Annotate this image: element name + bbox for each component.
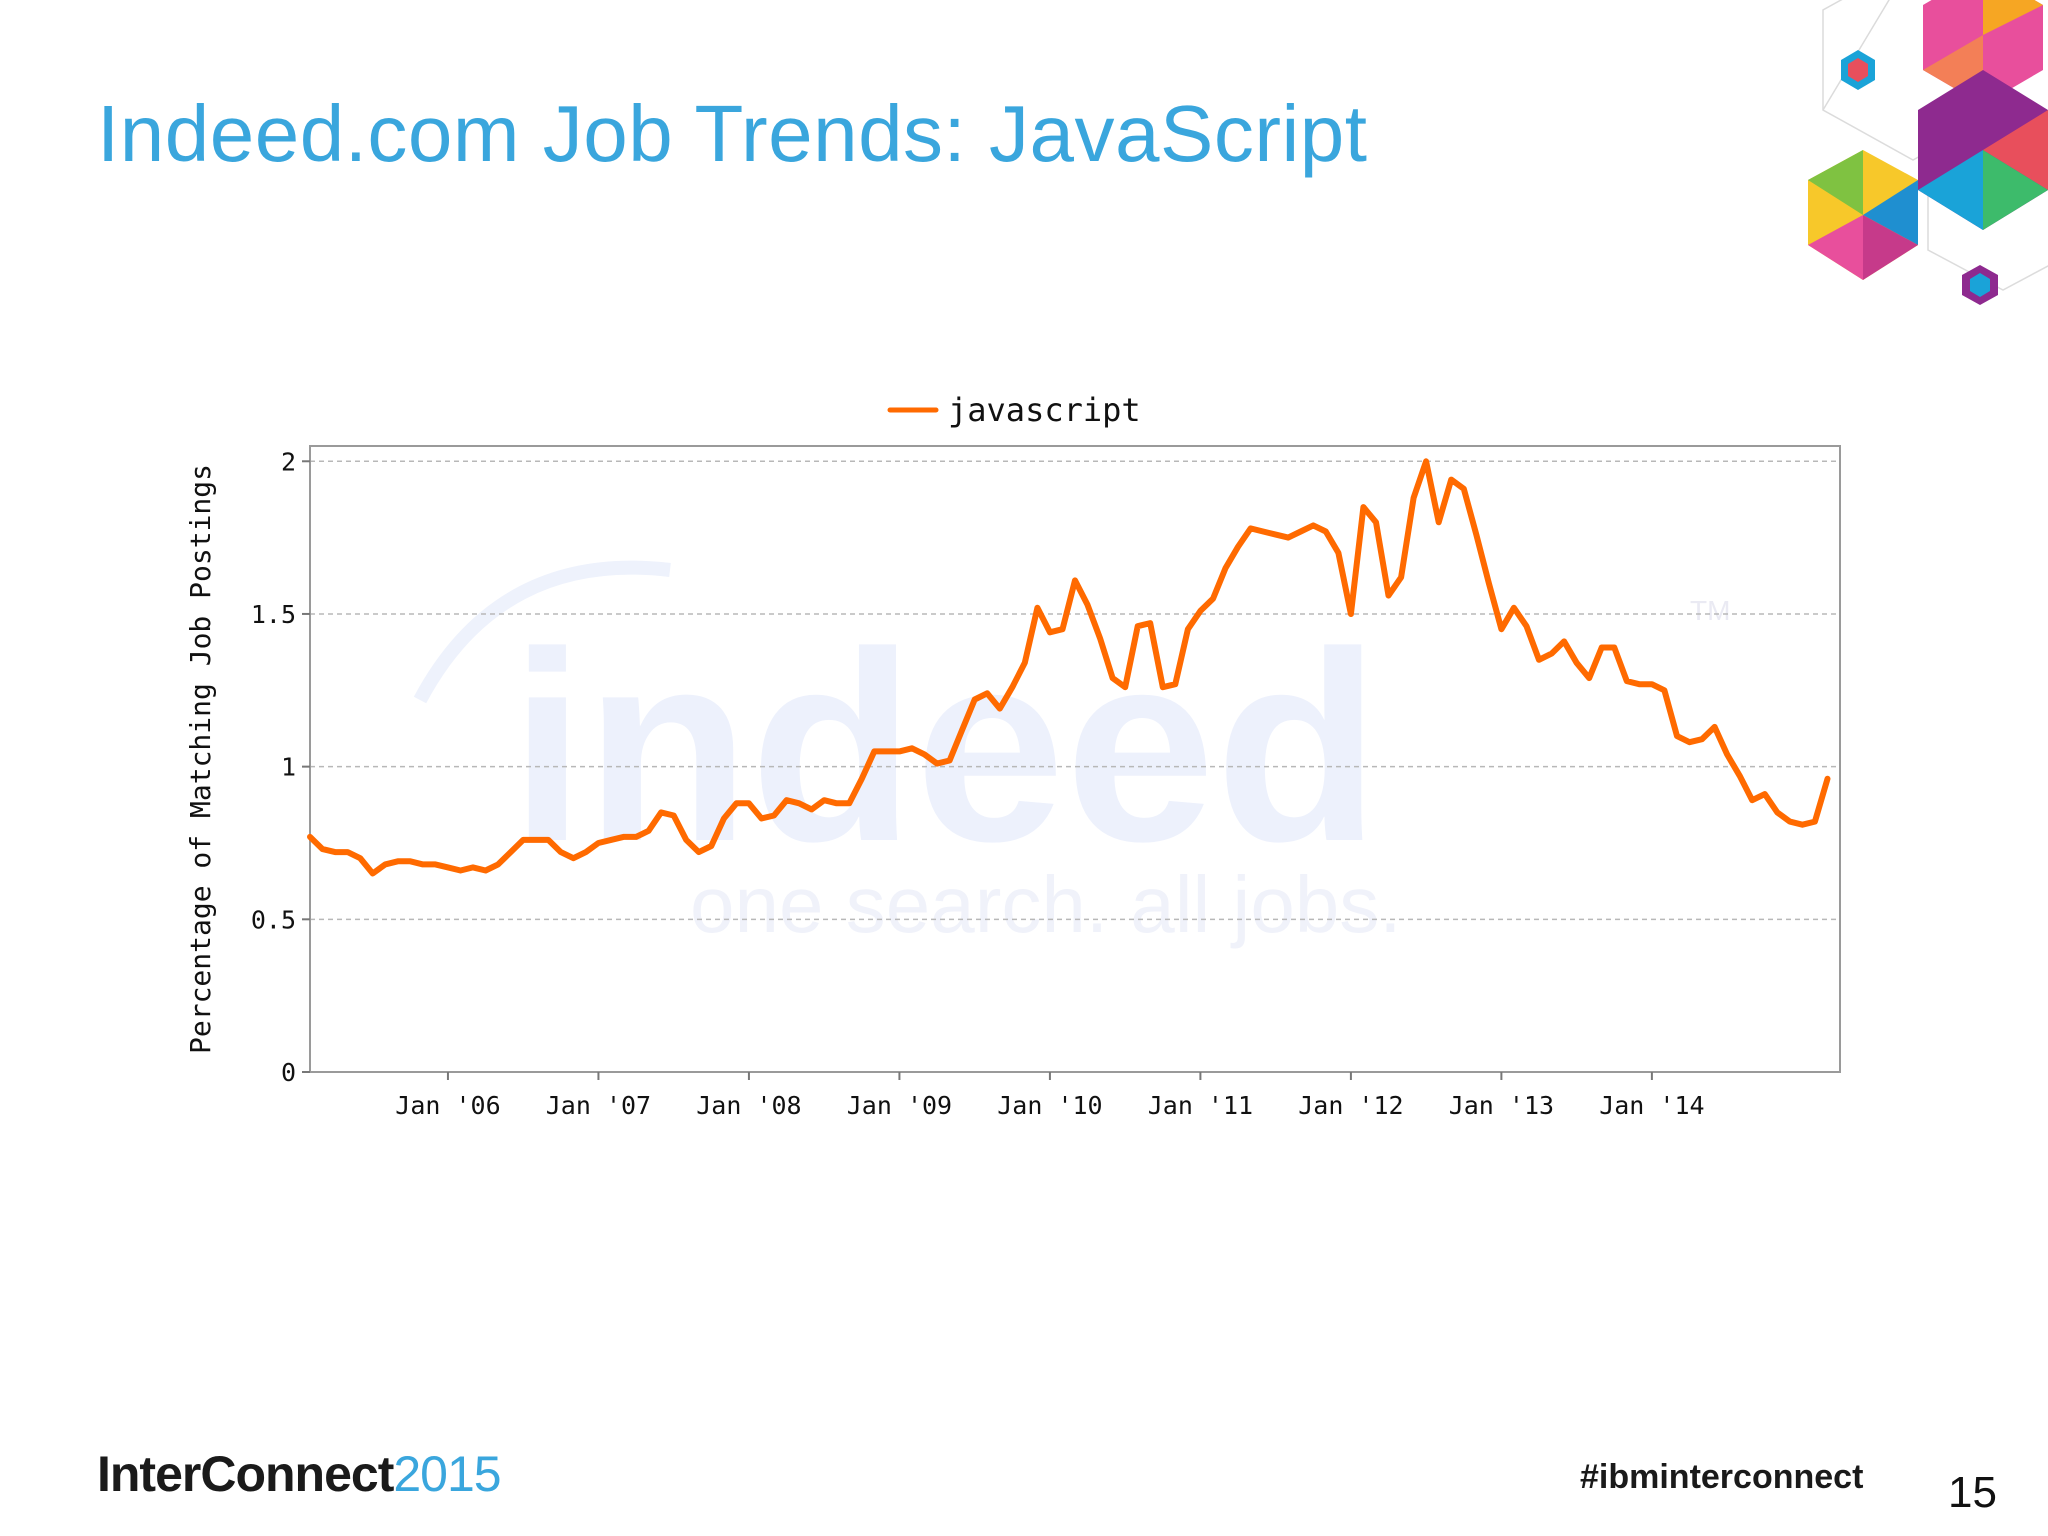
chart-grid — [310, 460, 1840, 921]
y-tick-label: 1 — [281, 753, 296, 782]
watermark-logo: indeed — [510, 597, 1380, 898]
x-tick-label: Jan '11 — [1148, 1091, 1253, 1120]
x-tick-label: Jan '10 — [997, 1091, 1102, 1120]
y-axis-label: Percentage of Matching Job Postings — [184, 464, 217, 1054]
y-tick-label: 0.5 — [251, 905, 296, 934]
hexagon-decoration — [1808, 0, 2048, 305]
x-tick-label: Jan '06 — [395, 1091, 500, 1120]
x-tick-label: Jan '07 — [546, 1091, 651, 1120]
watermark-tm: TM — [1690, 595, 1730, 626]
footer-brand-year: 2015 — [393, 1446, 501, 1502]
series-layer — [307, 458, 1831, 877]
x-tick-label: Jan '08 — [696, 1091, 801, 1120]
y-tick-label: 2 — [281, 447, 296, 476]
legend-label-javascript: javascript — [948, 391, 1141, 429]
x-tick-label: Jan '12 — [1298, 1091, 1403, 1120]
y-tick-label: 1.5 — [251, 600, 296, 629]
chart-legend: javascript — [887, 391, 1141, 429]
slide-title: Indeed.com Job Trends: JavaScript — [97, 89, 1368, 178]
plot-area-frame — [309, 445, 1841, 1073]
x-tick-label: Jan '13 — [1449, 1091, 1554, 1120]
footer-hashtag: #ibminterconnect — [1580, 1458, 1864, 1496]
footer-brand: InterConnect2015 — [97, 1445, 502, 1503]
watermark-tagline: one search. all jobs. — [690, 860, 1402, 949]
y-tick-label: 0 — [281, 1058, 296, 1087]
series-line-javascript — [307, 458, 1831, 877]
y-axis: 0 0.5 1 1.5 2 — [251, 447, 310, 1087]
chart-svg: indeed one search. all jobs. TM 0 0.5 1 1.5… — [184, 391, 1841, 1120]
x-axis: Jan '06 Jan '07 Jan '08 Jan '09 Jan '10 Jan '… — [395, 1072, 1705, 1120]
footer-brand-name: InterConnect — [97, 1446, 394, 1502]
watermark-arc — [413, 560, 671, 704]
x-tick-label: Jan '14 — [1599, 1091, 1704, 1120]
page-number: 15 — [1948, 1468, 1997, 1517]
job-trends-chart: indeed one search. all jobs. TM 0 0.5 1 1.5… — [170, 370, 1870, 1130]
indeed-watermark: indeed one search. all jobs. TM — [413, 560, 1730, 949]
x-tick-label: Jan '09 — [847, 1091, 952, 1120]
